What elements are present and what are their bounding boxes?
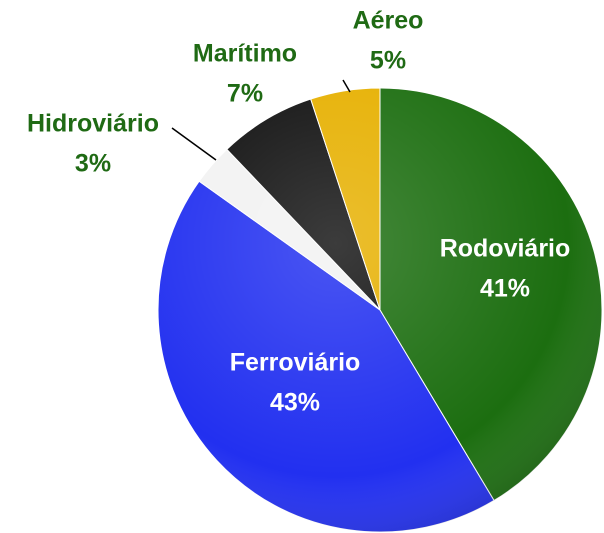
leader-line (171, 127, 217, 161)
slice-value-label: 3% (75, 150, 111, 178)
slice-label: Hidroviário (27, 110, 159, 138)
slice-label: Rodoviário (440, 235, 571, 263)
slice-value-label: 43% (270, 389, 320, 417)
slice-value-label: 41% (480, 275, 530, 303)
labels: Rodoviário 41% Ferroviário 43% Hidroviário 3%… (27, 7, 570, 417)
slice-value-label: 5% (370, 47, 406, 75)
slice-label: Aéreo (353, 7, 424, 35)
slice-value-label: 7% (227, 80, 263, 108)
leader-line (342, 79, 351, 93)
slice-label: Ferroviário (230, 349, 361, 377)
pie (157, 87, 603, 533)
slice-label: Marítimo (193, 40, 297, 68)
